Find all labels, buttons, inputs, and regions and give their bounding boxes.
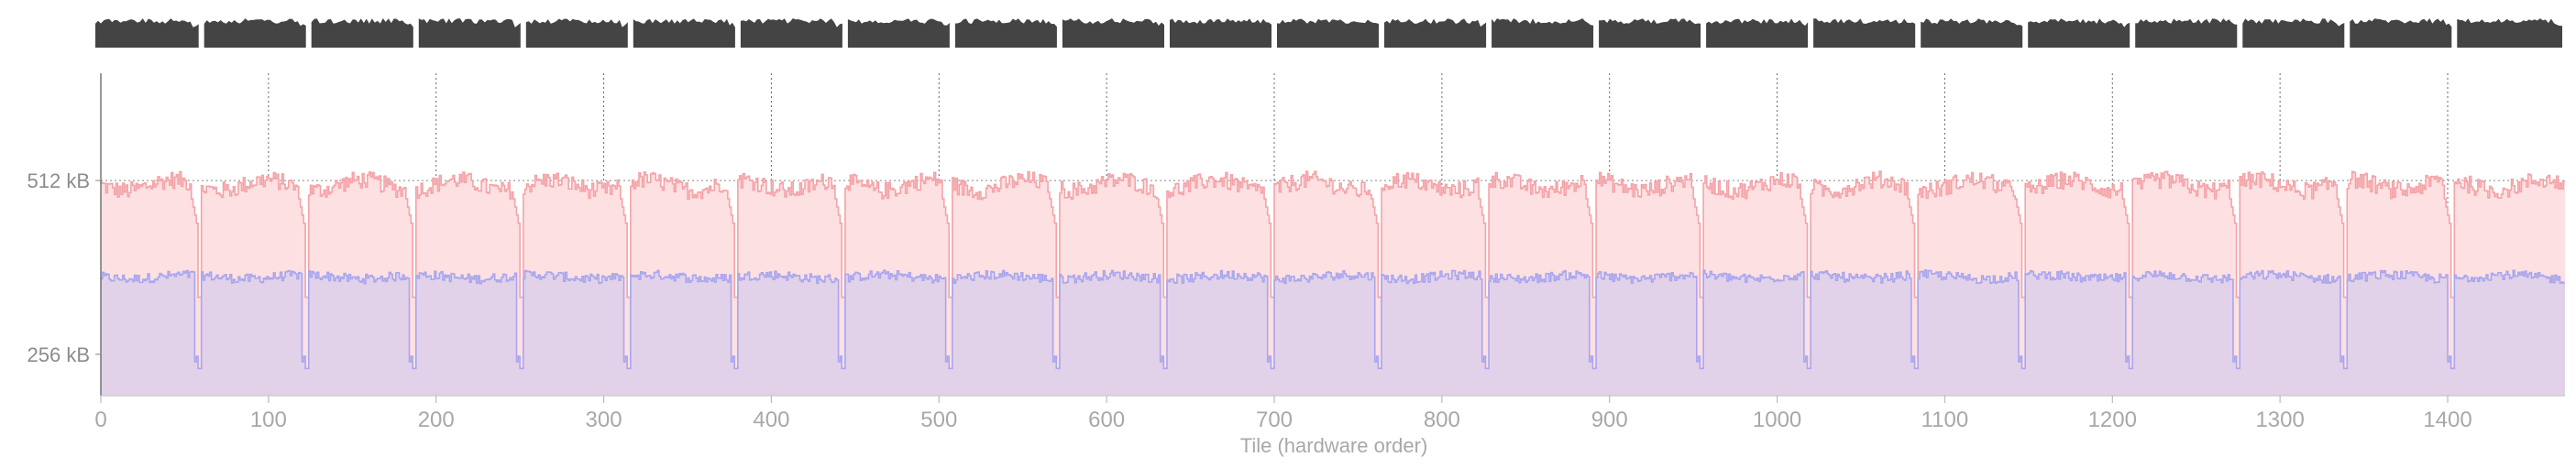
strip-segment [954, 15, 1057, 48]
plot-area [100, 170, 2565, 396]
strip-segment [95, 15, 199, 48]
x-tick-label: 400 [753, 408, 789, 432]
x-axis-label: Tile (hardware order) [1240, 434, 1428, 457]
x-tick-label: 200 [418, 408, 455, 432]
strip-segment [2457, 15, 2562, 48]
strip-segment [740, 15, 842, 48]
strip-segment [1813, 15, 1916, 48]
strip-segment [525, 15, 628, 48]
x-tick-label: 1100 [1921, 408, 1969, 432]
y-tick-label: 256 kB [28, 343, 91, 366]
upper-series-line [100, 170, 2565, 299]
strip-segment [1170, 15, 1271, 48]
strip-segment [2242, 15, 2345, 48]
strip-segment [418, 15, 521, 48]
x-tick-label: 0 [94, 408, 106, 432]
x-tick-label: 1400 [2423, 408, 2471, 432]
x-tick-label: 300 [586, 408, 622, 432]
x-tick-label: 1300 [2255, 408, 2304, 432]
strip-segment [311, 15, 413, 48]
y-tick-label: 512 kB [28, 169, 91, 192]
strip-segment [2135, 15, 2238, 48]
axes: 0 100 200 300 400 500 600 700 800 900 1000 1100 1200… [28, 73, 2565, 432]
lower-series-area [101, 269, 2565, 396]
strip-segment [2028, 15, 2130, 48]
x-tick-label: 100 [250, 408, 287, 432]
x-tick-label: 900 [1591, 408, 1628, 432]
strip-segment [2350, 15, 2452, 48]
strip-segment [633, 15, 735, 48]
strip-segment [1492, 15, 1594, 48]
strip-segment [1277, 15, 1379, 48]
x-tick-label: 600 [1088, 408, 1125, 432]
x-tick-label: 500 [920, 408, 957, 432]
lower-series-line [100, 269, 2565, 370]
x-tick-label: 700 [1256, 408, 1293, 432]
strip-segment [1921, 15, 2023, 48]
strip-segment [1062, 15, 1164, 48]
x-tick-label: 800 [1424, 408, 1460, 432]
strip-segment [1384, 15, 1487, 48]
strip-segment [1599, 15, 1701, 48]
x-tick-label: 1200 [2088, 408, 2137, 432]
x-tick-label: 1000 [1753, 408, 1801, 432]
top-strip [95, 15, 2562, 48]
strip-segment [204, 15, 306, 48]
strip-segment [847, 15, 950, 48]
strip-segment [1706, 15, 1809, 48]
